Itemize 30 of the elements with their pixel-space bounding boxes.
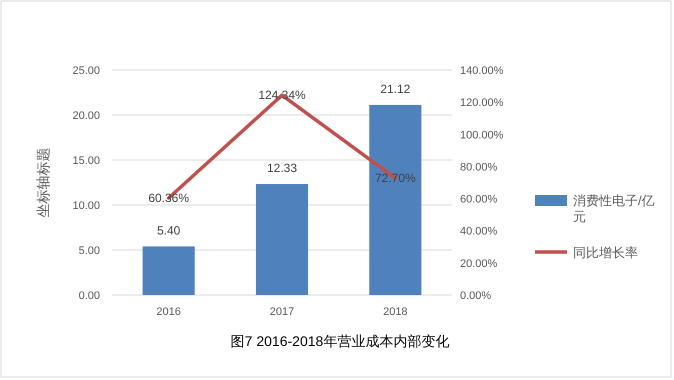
text: 图7 2016-2018年营业成本内部变化 <box>230 333 450 349</box>
y-tick-label: 20.00 <box>72 110 100 122</box>
y2-tick-label: 100.00% <box>460 129 504 142</box>
y2-tick-label: 20.00% <box>460 258 498 270</box>
data-label: 5.40 <box>156 223 181 238</box>
y2-tick-label: 80.00% <box>460 161 498 174</box>
y-axis-title: 坐标轴标题 <box>35 148 51 218</box>
y2-tick-label: 60.00% <box>460 194 498 206</box>
y2-tick-label: 140.00% <box>460 65 504 77</box>
y-tick-label: 5.00 <box>78 245 100 257</box>
y-tick-label: 25.00 <box>72 65 100 77</box>
y-tick-label: 15.00 <box>72 155 100 167</box>
legend-label: 消费性电子/亿元 <box>573 193 655 224</box>
y2-tick-label: 120.00% <box>460 97 504 110</box>
x-tick-label: 2018 <box>383 306 408 318</box>
x-tick-label: 2017 <box>270 306 294 318</box>
bar <box>369 104 422 295</box>
legend-label: 同比增长率 <box>573 245 638 260</box>
y-tick-label: 10.00 <box>72 200 100 212</box>
y2-tick-label: 40.00% <box>460 226 498 238</box>
data-label: 124.34% <box>258 88 306 102</box>
data-label: 60.36% <box>148 190 190 205</box>
x-tick-label: 2016 <box>156 306 181 318</box>
data-label: 72.70% <box>374 171 416 186</box>
y-tick-label: 0.00 <box>78 290 100 302</box>
bar <box>142 246 195 295</box>
y2-tick-label: 0.00% <box>460 290 492 302</box>
bar <box>256 184 308 295</box>
data-label: 21.12 <box>380 82 411 96</box>
data-label: 12.33 <box>266 161 298 176</box>
